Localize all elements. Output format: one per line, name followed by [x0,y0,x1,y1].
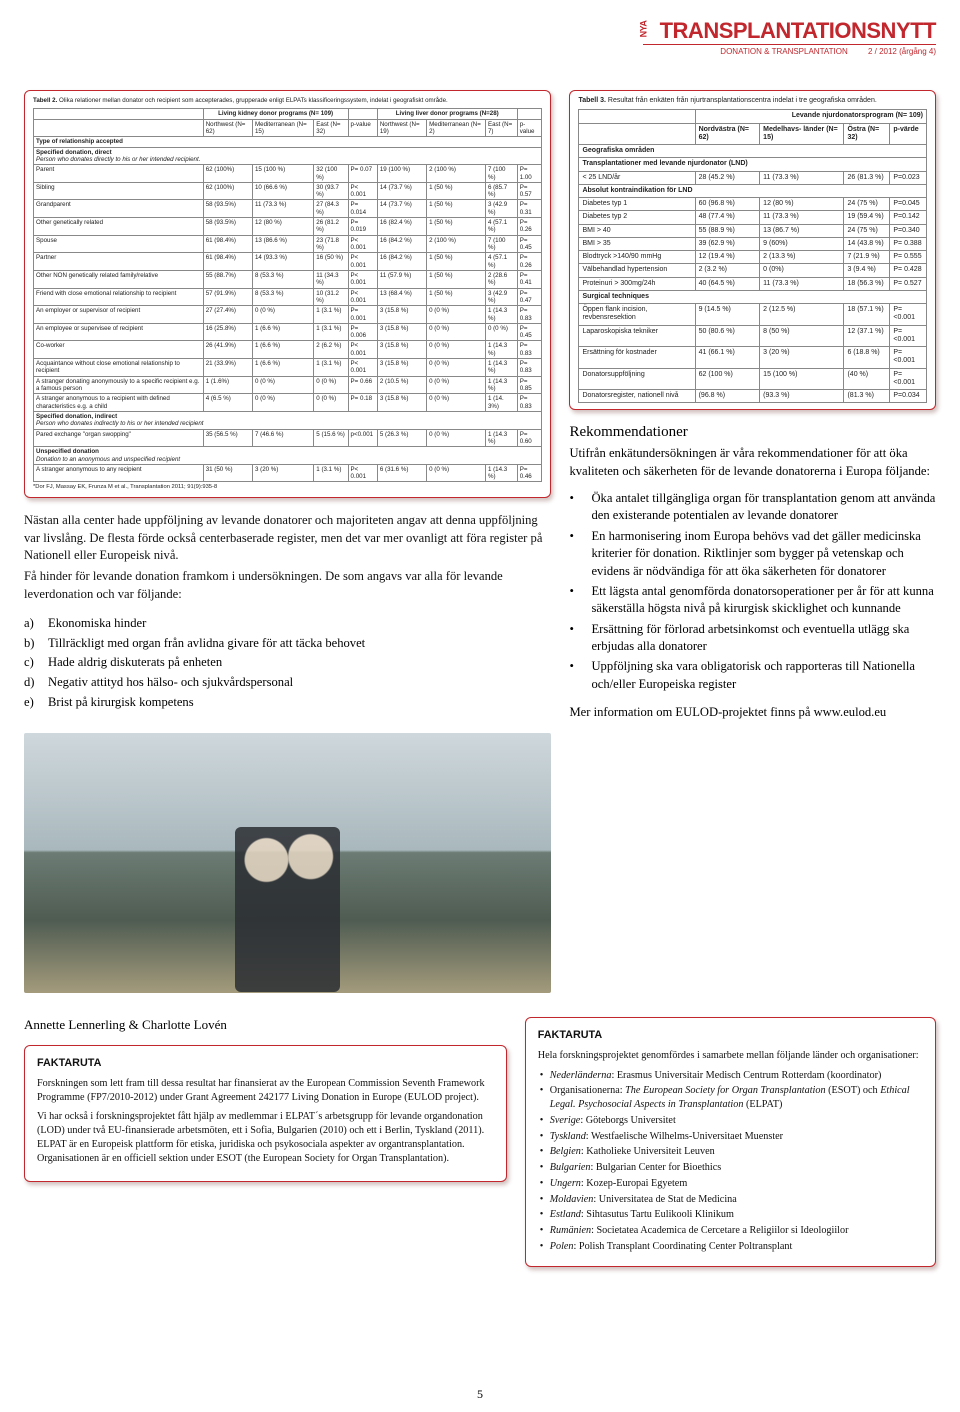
table-2-card: Tabell 2. Olika relationer mellan donato… [24,90,551,498]
journal-subtitle: DONATION & TRANSPLANTATION 2 / 2012 (årg… [643,44,936,56]
authors: Annette Lennerling & Charlotte Lovén [24,1017,507,1033]
table-3-card: Tabell 3. Resultat från enkäten från nju… [569,90,936,410]
faktaruta-left: FAKTARUTA Forskningen som lett fram till… [24,1045,507,1182]
table-2-caption: Tabell 2. Olika relationer mellan donato… [33,97,542,104]
journal-title: NYATRANSPLANTATIONSNYTT [643,18,936,44]
barrier-list: a)Ekonomiska hinderb)Tillräckligt med or… [24,615,551,711]
table-3: Levande njurdonatorsprogram (N= 109)Nord… [578,109,927,403]
table-2: Living kidney donor programs (N= 109)Liv… [33,108,542,482]
table-3-caption: Tabell 3. Resultat från enkäten från nju… [578,97,927,105]
recommendations-list: •Öka antalet tillgängliga organ för tran… [569,490,936,693]
masthead: NYATRANSPLANTATIONSNYTT DONATION & TRANS… [643,18,936,56]
recommendations-intro: Utifrån enkätundersökningen är våra reko… [569,445,936,480]
page-number: 5 [0,1387,960,1402]
faktaruta-right-list: Nederländerna: Erasmus Universitair Medi… [538,1069,923,1254]
faktaruta-right: FAKTARUTA Hela forskningsprojektet genom… [525,1017,936,1267]
photo-placeholder [24,733,551,993]
body-text-left: Nästan alla center hade uppföljning av l… [24,512,551,603]
table-2-footnote: *Dor FJ, Massay EK, Frunza M et al., Tra… [33,484,542,491]
more-info: Mer information om EULOD-projektet finns… [569,705,936,720]
recommendations-title: Rekommendationer [569,424,936,441]
